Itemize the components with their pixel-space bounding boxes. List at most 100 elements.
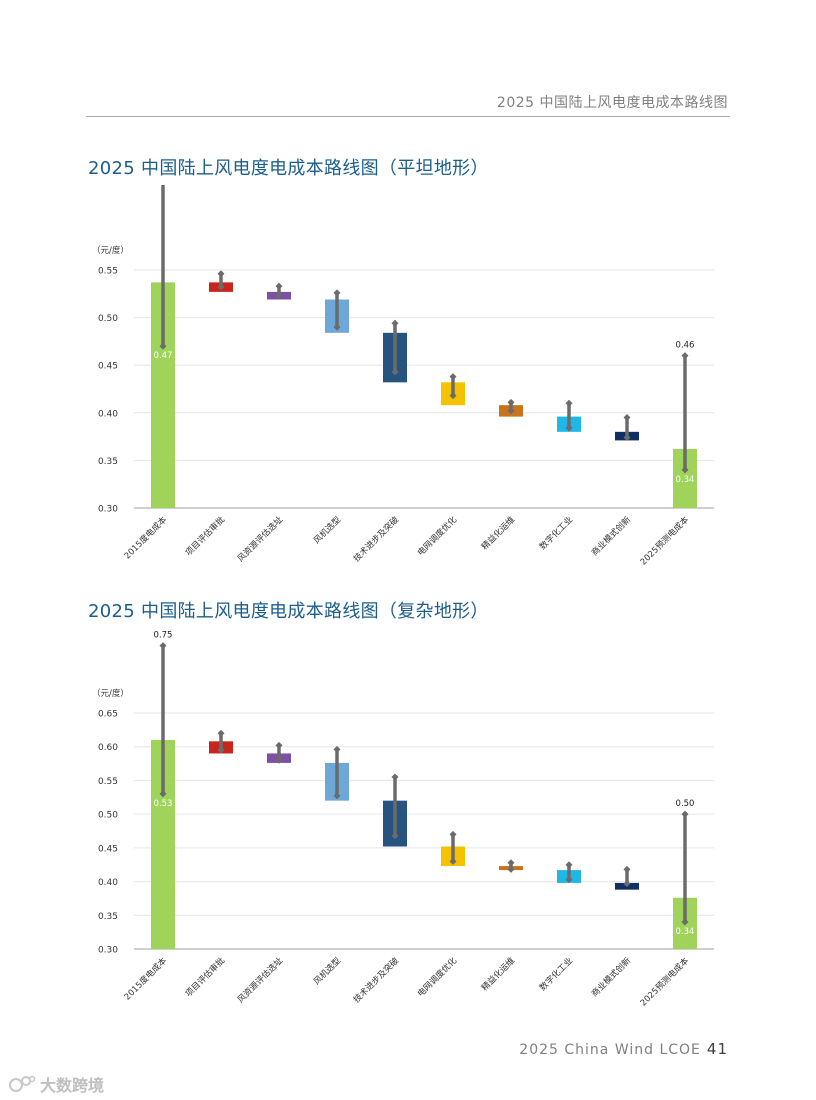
data-label: 0.34	[676, 475, 695, 485]
running-header: 2025 中国陆上风电度电成本路线图	[496, 95, 728, 111]
x-tick-label: 电网调度优化	[415, 955, 459, 999]
range-bottom-diamond	[681, 918, 689, 926]
range-bottom-diamond	[507, 407, 515, 415]
chart-title-complex: 2025 中国陆上风电度电成本路线图（复杂地形）	[88, 601, 489, 622]
y-tick-label: 0.60	[98, 743, 118, 753]
brand-logo-icon	[9, 1075, 36, 1092]
y-tick-label: 0.65	[98, 710, 118, 720]
y-tick-label: 0.40	[98, 878, 118, 888]
range-bottom-diamond	[217, 746, 225, 754]
range-bottom-diamond	[275, 292, 283, 300]
y-tick-label: 0.50	[98, 811, 118, 821]
x-tick-label: 商业模式创新	[589, 955, 633, 999]
range-marker-2	[275, 741, 283, 764]
header-rule	[86, 116, 730, 117]
data-label: 0.53	[154, 799, 173, 809]
range-marker-5	[449, 830, 457, 865]
range-bottom-diamond	[623, 434, 631, 442]
data-label: 0.75	[154, 631, 173, 641]
range-top-diamond	[623, 414, 631, 422]
range-marker-1	[217, 729, 225, 754]
x-tick-label: 项目评估审批	[183, 514, 227, 558]
data-label: 0.47	[154, 351, 173, 361]
y-tick-label: 0.40	[98, 409, 118, 419]
y-tick-label: 0.55	[98, 267, 118, 277]
chart-flat-terrain: （元/度）0.300.350.400.450.500.550.670.470.4…	[92, 185, 714, 567]
range-top-diamond	[275, 741, 283, 749]
range-marker-3	[333, 289, 341, 331]
y-tick-label: 0.50	[98, 314, 118, 324]
range-top-diamond	[391, 773, 399, 781]
range-marker-9	[681, 352, 689, 474]
range-marker-6	[507, 398, 515, 415]
range-top-diamond	[449, 373, 457, 381]
x-tick-label: 风机选型	[311, 514, 343, 546]
range-bottom-diamond	[565, 424, 573, 432]
x-tick-label: 风机选型	[311, 955, 343, 987]
range-marker-9	[681, 810, 689, 926]
x-tick-label: 风资源评估选址	[235, 514, 285, 564]
range-marker-2	[275, 282, 283, 300]
x-tick-label: 技术进步及突破	[351, 955, 401, 1005]
x-tick-label: 精益化运维	[479, 514, 517, 552]
data-label: 0.46	[676, 341, 695, 351]
y-axis-label: （元/度）	[92, 245, 129, 256]
chart-complex-terrain: （元/度） 0.30 0.35 0.40 0.45 0.50 0.55 0.60 0.65 0.7…	[92, 631, 714, 1008]
range-marker-5	[449, 373, 457, 400]
range-marker-0	[159, 642, 167, 798]
range-marker-4	[391, 319, 399, 376]
range-marker-0	[159, 185, 167, 350]
range-top-diamond	[217, 270, 225, 278]
y-tick-label: 0.45	[98, 844, 118, 854]
range-marker-8	[623, 414, 631, 442]
range-top-diamond	[217, 729, 225, 737]
range-bottom-diamond	[507, 865, 515, 873]
footer-text: 2025 China Wind LCOE	[519, 1042, 701, 1058]
range-marker-7	[565, 399, 573, 432]
range-marker-1	[217, 270, 225, 291]
range-bottom-diamond	[681, 466, 689, 474]
range-top-diamond	[623, 865, 631, 873]
range-top-diamond	[391, 319, 399, 327]
range-bottom-diamond	[217, 283, 225, 291]
x-tick-label: 2015度电成本	[122, 514, 169, 561]
x-tick-label: 2025预测电成本	[638, 514, 691, 567]
watermark-text: 大数跨境	[40, 1076, 105, 1095]
y-tick-label: 0.30	[98, 505, 118, 515]
range-bottom-diamond	[333, 792, 341, 800]
x-tick-label: 2025预测电成本	[638, 955, 691, 1008]
range-marker-6	[507, 859, 515, 873]
range-top-diamond	[275, 282, 283, 290]
range-bottom-diamond	[391, 368, 399, 376]
y-tick-label: 0.30	[98, 946, 118, 956]
range-top-diamond	[507, 859, 515, 867]
range-top-diamond	[333, 745, 341, 753]
range-bottom-diamond	[159, 790, 167, 798]
watermark: 大数跨境	[8, 1072, 104, 1096]
x-tick-label: 技术进步及突破	[351, 514, 401, 564]
range-marker-8	[623, 865, 631, 888]
footer: 2025 China Wind LCOE 41	[519, 1040, 728, 1058]
x-tick-label: 项目评估审批	[183, 955, 227, 999]
x-tick-label: 风资源评估选址	[235, 955, 285, 1005]
range-bottom-diamond	[275, 756, 283, 764]
range-bottom-diamond	[623, 880, 631, 888]
range-marker-4	[391, 773, 399, 840]
range-bottom-diamond	[449, 392, 457, 400]
range-marker-3	[333, 745, 341, 800]
y-tick-label: 0.45	[98, 362, 118, 372]
range-top-diamond	[565, 861, 573, 869]
chart-title-flat: 2025 中国陆上风电度电成本路线图（平坦地形）	[88, 158, 489, 179]
x-tick-label: 精益化运维	[479, 955, 517, 993]
range-bottom-diamond	[391, 832, 399, 840]
page-number: 41	[706, 1040, 728, 1058]
range-marker-7	[565, 861, 573, 884]
x-tick-label: 数字化工业	[537, 514, 575, 552]
y-tick-label: 0.35	[98, 457, 118, 467]
range-bottom-diamond	[159, 342, 167, 350]
x-tick-label: 2015度电成本	[122, 955, 169, 1002]
range-top-diamond	[681, 810, 689, 818]
y-axis-label: （元/度）	[92, 688, 129, 699]
range-top-diamond	[159, 642, 167, 650]
data-label: 0.34	[676, 927, 695, 937]
